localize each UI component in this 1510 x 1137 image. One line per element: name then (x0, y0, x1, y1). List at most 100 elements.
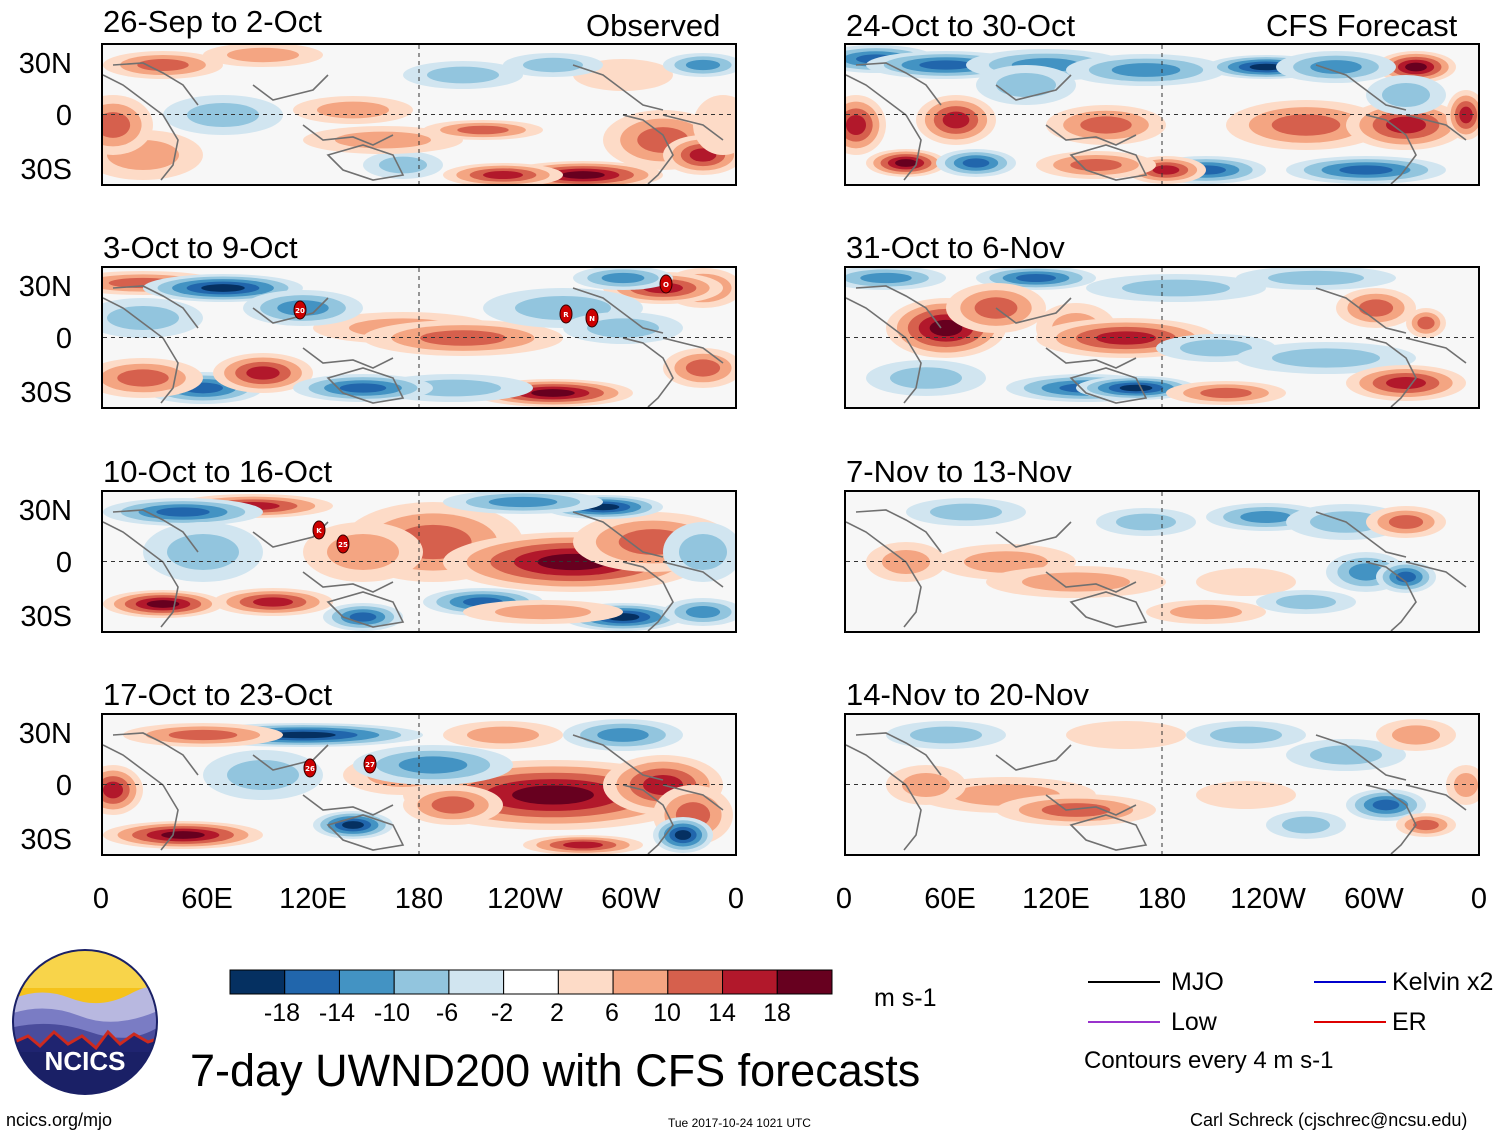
map-panel-forecast-2 (844, 266, 1480, 409)
anomaly-field (103, 45, 735, 184)
storm-marker: K (312, 520, 326, 540)
map-panel-observed-2: 20 R N O (101, 266, 737, 409)
lat-label-0-row1: 0 (55, 100, 72, 132)
storm-label: K (316, 527, 322, 535)
colorbar-tick-6: 2 (550, 999, 564, 1027)
colorbar-swatch (667, 969, 724, 995)
lon-label-60w-right: 60W (1344, 883, 1404, 915)
anomaly-field (846, 492, 1478, 631)
storm-label: O (663, 281, 669, 289)
ncics-logo: NCICS (12, 949, 158, 1095)
lon-label-120w-right: 120W (1230, 883, 1306, 915)
lon-label-120e-right: 120E (1022, 883, 1090, 915)
legend-label-low: Low (1171, 1008, 1217, 1036)
anomaly-field (846, 268, 1478, 407)
panel-title-7: 7-Nov to 13-Nov (846, 454, 1072, 489)
storm-label: 25 (338, 541, 348, 549)
footer-website[interactable]: ncics.org/mjo (6, 1110, 113, 1130)
storm-marker: O (659, 274, 673, 294)
storm-marker: N (585, 308, 599, 328)
lon-label-0-left: 0 (92, 883, 110, 915)
legend-label-mjo: MJO (1171, 968, 1224, 996)
colorbar-tick-8: 10 (653, 999, 681, 1027)
lon-label-0-end-right: 0 (1470, 883, 1488, 915)
storm-label: N (589, 315, 595, 323)
map-panel-observed-3: K 25 (101, 490, 737, 633)
colorbar-tick-5: -2 (490, 999, 514, 1027)
lat-label-30s-row4: 30S (20, 824, 72, 856)
storm-label: 26 (305, 765, 315, 773)
lat-label-30n-row2: 30N (18, 271, 72, 303)
storm-label: 20 (295, 307, 305, 315)
storm-marker: 26 (303, 758, 317, 778)
lat-label-30s-row2: 30S (20, 377, 72, 409)
colorbar-tick-3: -10 (373, 999, 411, 1027)
lat-label-30n-row4: 30N (18, 718, 72, 750)
lon-label-60e-left: 60E (181, 883, 233, 915)
panel-title-6: 31-Oct to 6-Nov (846, 230, 1065, 265)
map-panel-forecast-4 (844, 713, 1480, 856)
panel-title-1: 26-Sep to 2-Oct (103, 4, 322, 39)
colorbar-swatch (557, 969, 614, 995)
colorbar-swatch (284, 969, 340, 995)
lat-label-0-row2: 0 (55, 323, 72, 355)
main-title: 7-day UWND200 with CFS forecasts (190, 1045, 921, 1096)
colorbar (229, 969, 833, 995)
storm-marker: 27 (363, 754, 377, 774)
footer-credit[interactable]: Carl Schreck (cjschrec@ncsu.edu) (1190, 1110, 1468, 1130)
lon-label-120w-left: 120W (487, 883, 563, 915)
anomaly-field (846, 45, 1478, 184)
legend-label-er: ER (1392, 1008, 1427, 1036)
storm-marker: 25 (336, 534, 350, 554)
map-panel-observed-4: 26 27 (101, 713, 737, 856)
legend-lines (1088, 981, 1386, 1023)
lat-label-30s-row3: 30S (20, 601, 72, 633)
lon-label-180-left: 180 (394, 883, 444, 915)
footer-timestamp: Tue 2017-10-24 1021 UTC (668, 1116, 811, 1130)
lon-label-60e-right: 60E (924, 883, 976, 915)
map-panel-observed-1 (101, 43, 737, 186)
legend-label-kelvin: Kelvin x2 (1392, 968, 1494, 996)
anomaly-field: K 25 (103, 492, 735, 631)
colorbar-swatch (393, 969, 450, 995)
lat-label-30n-row1: 30N (18, 48, 72, 80)
storm-marker: 20 (293, 300, 307, 320)
panel-title-2: 3-Oct to 9-Oct (103, 230, 298, 265)
colorbar-tick-7: 6 (605, 999, 619, 1027)
lon-label-0-right: 0 (835, 883, 853, 915)
lon-label-0-end-left: 0 (727, 883, 745, 915)
storm-label: 27 (365, 761, 375, 769)
colorbar-tick-9: 14 (708, 999, 736, 1027)
anomaly-field: 26 27 (103, 715, 735, 854)
anomaly-field: 20 R N O (103, 268, 735, 407)
contour-note: Contours every 4 m s-1 (1084, 1047, 1334, 1074)
lat-label-30s-row1: 30S (20, 154, 72, 186)
colorbar-tick-4: -6 (435, 999, 459, 1027)
lat-label-0-row4: 0 (55, 770, 72, 802)
colorbar-swatch (229, 969, 286, 995)
panel-title-8: 14-Nov to 20-Nov (846, 677, 1089, 712)
lon-label-60w-left: 60W (601, 883, 661, 915)
map-panel-forecast-1 (844, 43, 1480, 186)
logo-text: NCICS (45, 1046, 126, 1076)
colorbar-tick-1: -18 (263, 999, 301, 1027)
panel-title-5: 24-Oct to 30-Oct (846, 8, 1076, 43)
colorbar-swatch (612, 969, 669, 995)
lon-label-120e-left: 120E (279, 883, 347, 915)
colorbar-units: m s-1 (874, 984, 937, 1012)
forecast-header: CFS Forecast (1266, 8, 1458, 43)
colorbar-tick-2: -14 (318, 999, 356, 1027)
colorbar-swatch (503, 969, 559, 995)
storm-marker: R (559, 304, 573, 324)
colorbar-swatch (776, 969, 833, 995)
map-panel-forecast-3 (844, 490, 1480, 633)
lat-label-30n-row3: 30N (18, 495, 72, 527)
storm-label: R (563, 311, 569, 319)
colorbar-swatch (448, 969, 505, 995)
lat-label-0-row3: 0 (55, 547, 72, 579)
panel-title-3: 10-Oct to 16-Oct (103, 454, 333, 489)
lon-label-180-right: 180 (1137, 883, 1187, 915)
observed-header: Observed (586, 8, 721, 43)
colorbar-tick-10: 18 (763, 999, 791, 1027)
anomaly-field (846, 715, 1478, 854)
